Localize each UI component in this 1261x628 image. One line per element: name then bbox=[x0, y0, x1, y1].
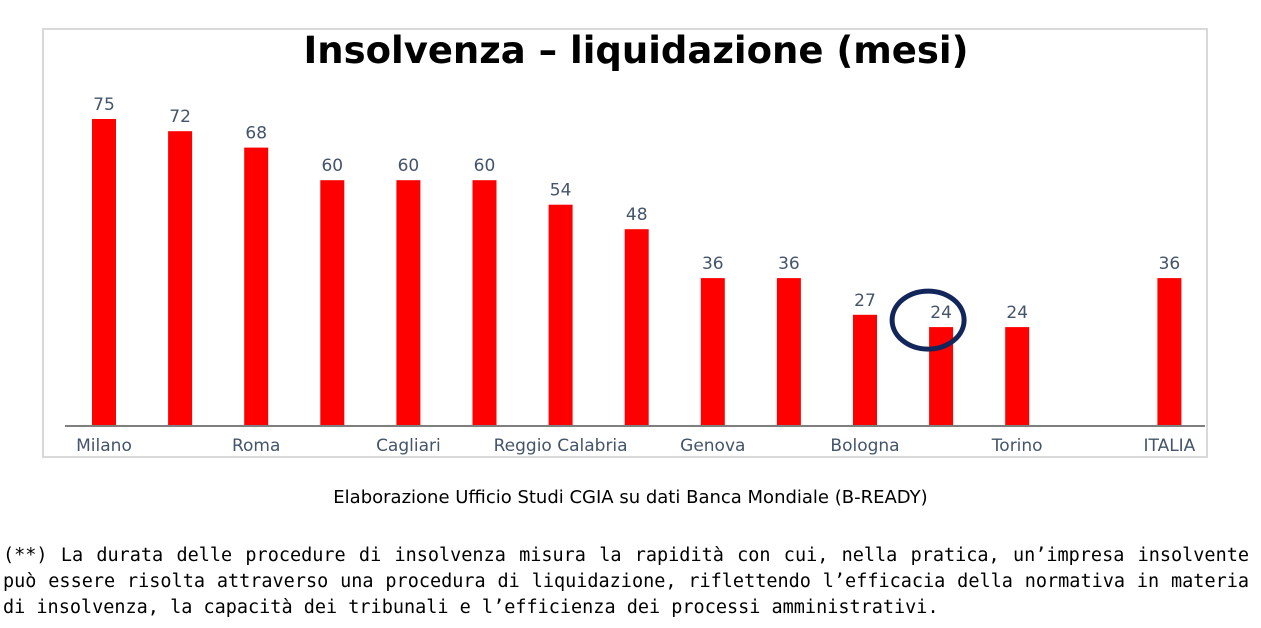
bar-3 bbox=[320, 180, 345, 425]
bars-layer bbox=[92, 119, 1182, 425]
bar-5 bbox=[472, 180, 497, 425]
x-tick-label-6: Reggio Calabria bbox=[494, 436, 628, 456]
data-label-9: 36 bbox=[778, 254, 800, 274]
x-tick-label-4: Cagliari bbox=[376, 436, 441, 456]
bar-9 bbox=[776, 278, 801, 425]
bar-0 bbox=[92, 119, 116, 425]
data-label-7: 48 bbox=[626, 205, 648, 225]
data-label-3: 60 bbox=[321, 156, 343, 176]
bar-8 bbox=[700, 278, 725, 425]
bar-chart: Insolvenza – liquidazione (mesi) 75 72 68 6… bbox=[65, 29, 1205, 456]
bar-10 bbox=[853, 314, 877, 425]
data-label-0: 75 bbox=[93, 95, 115, 115]
data-label-12: 24 bbox=[1006, 303, 1028, 323]
x-tick-label-12: Torino bbox=[991, 436, 1043, 456]
bar-7 bbox=[624, 229, 649, 425]
bar-1 bbox=[168, 131, 193, 425]
bar-14 bbox=[1157, 278, 1182, 425]
highlight-circle bbox=[889, 288, 967, 352]
data-label-14: 36 bbox=[1159, 254, 1181, 274]
footnote: (**) La durata delle procedure di insolv… bbox=[3, 545, 1249, 618]
chart-title: Insolvenza – liquidazione (mesi) bbox=[303, 29, 968, 72]
x-tick-label-8: Genova bbox=[680, 436, 745, 456]
x-tick-label-14: ITALIA bbox=[1143, 436, 1195, 456]
data-label-11: 24 bbox=[930, 303, 952, 323]
x-tick-label-2: Roma bbox=[232, 436, 280, 456]
x-tick-label-0: Milano bbox=[76, 436, 132, 456]
data-label-1: 72 bbox=[169, 107, 191, 127]
data-label-8: 36 bbox=[702, 254, 724, 274]
source-note: Elaborazione Ufficio Studi CGIA su dati … bbox=[333, 487, 928, 508]
x-tick-labels-layer: Milano Roma Cagliari Reggio Calabria Genova B… bbox=[76, 436, 1196, 456]
bar-6 bbox=[548, 204, 573, 425]
bar-4 bbox=[396, 180, 421, 425]
bar-12 bbox=[1005, 327, 1030, 425]
bar-2 bbox=[244, 147, 269, 425]
data-label-2: 68 bbox=[245, 124, 267, 144]
data-label-10: 27 bbox=[854, 291, 876, 311]
x-tick-label-10: Bologna bbox=[830, 436, 899, 456]
data-label-6: 54 bbox=[550, 181, 572, 201]
data-labels-layer: 75 72 68 60 60 60 54 48 36 36 27 24 24 36 bbox=[93, 95, 1180, 323]
data-label-5: 60 bbox=[474, 156, 496, 176]
data-label-4: 60 bbox=[398, 156, 420, 176]
